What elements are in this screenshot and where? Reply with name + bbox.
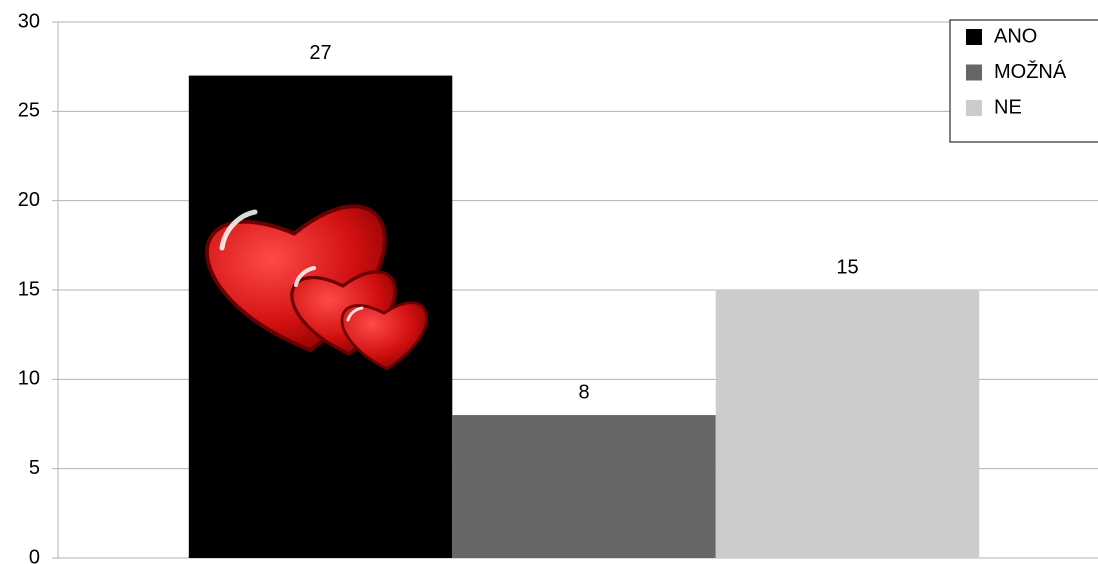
y-tick-label: 0 xyxy=(29,546,40,564)
value-label: 8 xyxy=(578,381,589,403)
heart-decoration xyxy=(205,204,428,371)
y-tick-label: 5 xyxy=(29,457,40,479)
legend-label: ANO xyxy=(994,25,1037,47)
y-tick-label: 25 xyxy=(18,100,40,122)
legend-swatch xyxy=(966,100,982,116)
legend-swatch xyxy=(966,29,982,45)
legend-swatch xyxy=(966,64,982,81)
legend-label: NE xyxy=(994,96,1022,118)
y-tick-label: 15 xyxy=(18,278,40,300)
y-tick-label: 20 xyxy=(18,189,40,211)
value-label: 15 xyxy=(836,256,858,278)
bar xyxy=(452,415,716,558)
value-label: 27 xyxy=(309,42,331,64)
bar xyxy=(715,290,980,558)
y-tick-label: 10 xyxy=(18,368,40,390)
legend-label: MOŽNÁ xyxy=(994,60,1067,83)
y-tick-label: 30 xyxy=(18,10,40,32)
